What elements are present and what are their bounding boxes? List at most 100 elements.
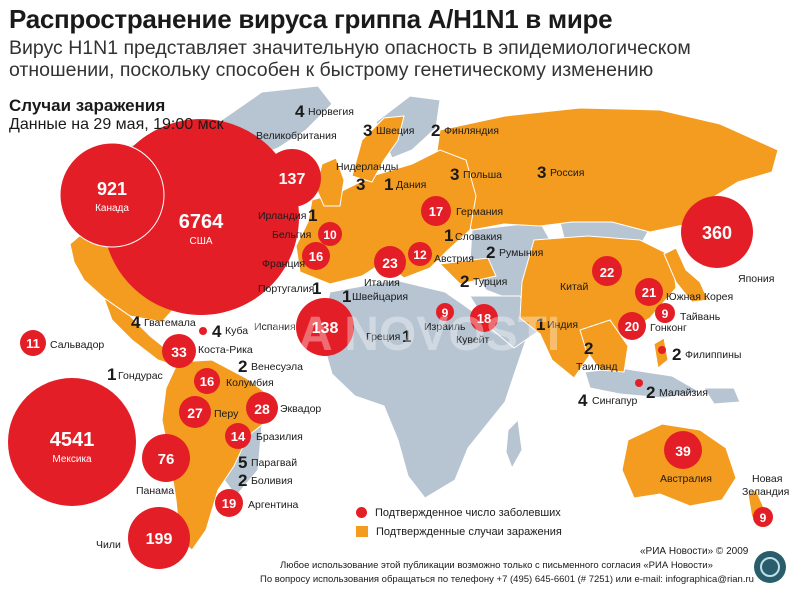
credit: «РИА Новости» © 2009 — [640, 546, 749, 557]
bubble-uk-count: 137 — [279, 171, 306, 188]
bubble-hongkong-circle — [618, 312, 646, 340]
small-malaysia-name: Малайзия — [659, 387, 708, 399]
bubble-newzealand-count: 9 — [760, 511, 767, 525]
bubble-kuwait: 9 — [436, 303, 454, 321]
small-thailand: 2 Таиланд — [576, 339, 618, 373]
bubble-usa-name: США — [189, 236, 212, 247]
bubble-china-circle — [592, 256, 622, 286]
bubble-belgium-count: 10 — [323, 228, 337, 242]
bubble-argentina-count: 19 — [222, 496, 236, 511]
label-spain: Испания — [254, 321, 296, 333]
small-philippines-count: 2 — [672, 345, 681, 364]
small-guatemala-name: Гватемала — [144, 317, 196, 329]
bubble-costarica: 33 — [162, 334, 196, 368]
small-philippines-name: Филиппины — [685, 349, 741, 361]
small-paraguay-name: Парагвай — [251, 457, 297, 469]
label-uk: Великобритания — [256, 130, 337, 142]
bubble-china: 22 — [592, 256, 622, 286]
small-singapore-count: 4 — [578, 391, 588, 410]
small-slovakia: 1 Словакия — [444, 226, 502, 245]
bubble-chile: 199 — [128, 507, 190, 569]
bubble-france: 16 — [302, 242, 330, 270]
bubble-israel: 18 — [470, 304, 498, 332]
label-argentina: Аргентина — [248, 499, 299, 511]
label-hongkong: Гонконг — [650, 322, 687, 334]
small-russia: 3 Россия — [537, 163, 584, 182]
bubble-colombia-circle — [194, 368, 220, 394]
bubble-brazil-count: 14 — [231, 429, 246, 444]
small-ireland-count: 1 — [308, 206, 317, 225]
label-taiwan: Тайвань — [680, 311, 721, 323]
small-romania: 2 Румыния — [486, 243, 543, 262]
bubble-taiwan: 9 — [655, 303, 675, 323]
small-norway-count: 4 — [295, 102, 305, 121]
label-australia: Австралия — [660, 473, 712, 485]
bubble-kuwait-count: 9 — [442, 306, 449, 320]
small-poland-count: 3 — [450, 165, 459, 184]
contact-note: По вопросу использования обращаться по т… — [260, 574, 754, 585]
bubble-mexico-circle — [8, 378, 136, 506]
bubble-japan: 360 — [681, 196, 753, 268]
small-romania-count: 2 — [486, 243, 495, 262]
label-newzealand-1: Новая — [752, 473, 782, 485]
usage-note: Любое использование этой публикации возм… — [280, 560, 713, 571]
bubble-japan-circle — [681, 196, 753, 268]
small-norway: 4 Норвегия — [295, 102, 354, 121]
bubble-mexico-name: Мексика — [52, 454, 92, 465]
bubble-colombia: 16 — [194, 368, 220, 394]
bubble-belgium-circle — [318, 222, 342, 246]
legend-area-label: Подтвержденные случаи заражения — [376, 525, 562, 538]
small-denmark-count: 1 — [384, 175, 393, 194]
bubble-salvador-count: 11 — [26, 336, 40, 351]
label-china: Китай — [560, 281, 589, 293]
small-honduras-count: 1 — [107, 365, 116, 384]
small-venezuela-name: Венесуэла — [251, 361, 303, 373]
bubble-mexico-count: 4541 — [50, 429, 95, 451]
label-brazil: Бразилия — [256, 431, 303, 443]
small-turkey-count: 2 — [460, 272, 469, 291]
small-norway-name: Норвегия — [308, 106, 354, 118]
label-peru: Перу — [214, 408, 239, 420]
small-finland: 2 Финляндия — [431, 121, 499, 140]
cases-date: Данные на 29 мая, 19:00 мск — [9, 116, 224, 133]
small-netherlands-name: Нидерланды — [336, 161, 398, 173]
bubble-peru-count: 27 — [187, 405, 203, 421]
legend-dot-icon — [356, 507, 367, 518]
bubble-germany: 17 — [421, 196, 451, 226]
bubble-australia: 39 — [664, 431, 702, 469]
bubble-japan-count: 360 — [702, 223, 732, 243]
small-cuba: 4 Куба — [199, 322, 248, 341]
small-netherlands-count: 3 — [356, 175, 365, 194]
bubble-newzealand: 9 — [753, 507, 773, 527]
bubble-ecuador-count: 28 — [254, 401, 270, 417]
label-france: Франция — [262, 258, 305, 270]
label-colombia: Колумбия — [226, 377, 274, 389]
small-slovakia-name: Словакия — [455, 231, 502, 243]
small-sweden: 3 Швеция — [363, 121, 415, 140]
bubble-panama-count: 76 — [158, 451, 175, 468]
bubble-australia-circle — [664, 431, 702, 469]
page-subtitle: Вирус H1N1 представляет значительную опа… — [9, 37, 691, 81]
small-cuba-dot — [199, 327, 207, 335]
small-india: 1 Индия — [536, 315, 578, 334]
bubble-taiwan-circle — [655, 303, 675, 323]
bubble-ecuador-circle — [246, 392, 278, 424]
page-title: Распространение вируса гриппа А/H1N1 в м… — [9, 4, 613, 34]
small-turkey: 2 Турция — [460, 272, 507, 291]
small-greece-count: 1 — [402, 327, 411, 346]
small-bolivia: 2 Боливия — [238, 471, 293, 490]
bubble-southkorea-count: 21 — [642, 285, 656, 300]
small-singapore-name: Сингапур — [592, 395, 638, 407]
legend: Подтвержденное число заболевших Подтверж… — [356, 503, 562, 541]
turkey-shape — [438, 257, 497, 285]
legend-row-area: Подтвержденные случаи заражения — [356, 522, 562, 541]
small-sweden-count: 3 — [363, 121, 372, 140]
legend-dot-label: Подтвержденное число заболевших — [375, 506, 561, 519]
bubble-uk-circle — [263, 149, 321, 207]
small-bolivia-name: Боливия — [251, 475, 293, 487]
small-russia-name: Россия — [550, 167, 584, 179]
bubble-costarica-circle — [162, 334, 196, 368]
